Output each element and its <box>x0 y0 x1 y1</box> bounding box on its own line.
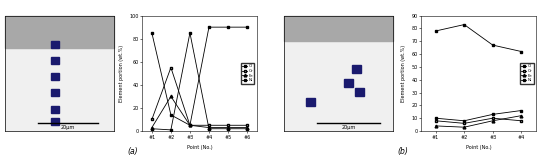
Ni <box>206 26 212 28</box>
Ni <box>225 26 231 28</box>
Line: O: O <box>150 32 248 131</box>
O <box>244 128 250 130</box>
Bar <box>51 90 59 96</box>
O <box>461 120 467 122</box>
Bar <box>51 73 59 80</box>
Cr <box>168 67 174 68</box>
Fe <box>168 95 174 97</box>
Bar <box>51 41 59 48</box>
Fe <box>490 120 496 122</box>
Ni <box>490 44 496 46</box>
X-axis label: Point (No.): Point (No.) <box>466 145 491 150</box>
Fe <box>244 127 250 129</box>
Fe <box>187 124 193 126</box>
O <box>149 128 155 130</box>
Bar <box>352 65 361 73</box>
Cr <box>149 119 155 120</box>
Fe <box>225 127 231 129</box>
Text: (b): (b) <box>398 147 408 156</box>
Fe <box>206 127 212 129</box>
O <box>206 128 212 130</box>
Line: Fe: Fe <box>150 95 248 129</box>
Text: 20μm: 20μm <box>342 125 356 130</box>
Y-axis label: Element portion (wt.%): Element portion (wt.%) <box>401 45 406 102</box>
Bar <box>306 98 315 106</box>
Cr <box>490 117 496 119</box>
Ni <box>432 30 439 32</box>
Ni <box>168 114 174 116</box>
Line: Cr: Cr <box>150 66 248 127</box>
X-axis label: Point (No.): Point (No.) <box>187 145 212 150</box>
Y-axis label: Element portion (wt.%): Element portion (wt.%) <box>119 45 124 102</box>
Line: Ni: Ni <box>434 23 523 53</box>
Line: Ni: Ni <box>150 26 248 127</box>
Text: 20μm: 20μm <box>61 125 75 130</box>
Fe <box>432 125 439 127</box>
Cr <box>206 124 212 126</box>
Text: (a): (a) <box>127 147 138 156</box>
Cr <box>187 124 193 126</box>
O <box>432 117 439 119</box>
Cr <box>432 120 439 122</box>
Ni <box>187 124 193 126</box>
Bar <box>355 88 364 96</box>
O <box>187 32 193 34</box>
O <box>168 129 174 131</box>
Line: Fe: Fe <box>434 114 523 129</box>
Line: Cr: Cr <box>434 117 523 125</box>
Fe <box>461 126 467 128</box>
O <box>490 113 496 115</box>
Bar <box>51 57 59 64</box>
Bar <box>51 106 59 113</box>
Cr <box>461 122 467 124</box>
Cr <box>225 124 231 126</box>
Cr <box>244 124 250 126</box>
Legend: O, Cr, Fe, Ni: O, Cr, Fe, Ni <box>241 63 254 83</box>
Ni <box>461 24 467 26</box>
Bar <box>51 118 59 125</box>
Line: O: O <box>434 109 523 122</box>
O <box>225 128 231 130</box>
Ni <box>518 51 525 52</box>
Bar <box>345 79 353 87</box>
Cr <box>518 120 525 122</box>
Ni <box>244 26 250 28</box>
Fe <box>149 127 155 129</box>
Ni <box>149 32 155 34</box>
Fe <box>518 115 525 117</box>
O <box>518 110 525 111</box>
Legend: O, Cr, Fe, Ni: O, Cr, Fe, Ni <box>520 63 533 83</box>
